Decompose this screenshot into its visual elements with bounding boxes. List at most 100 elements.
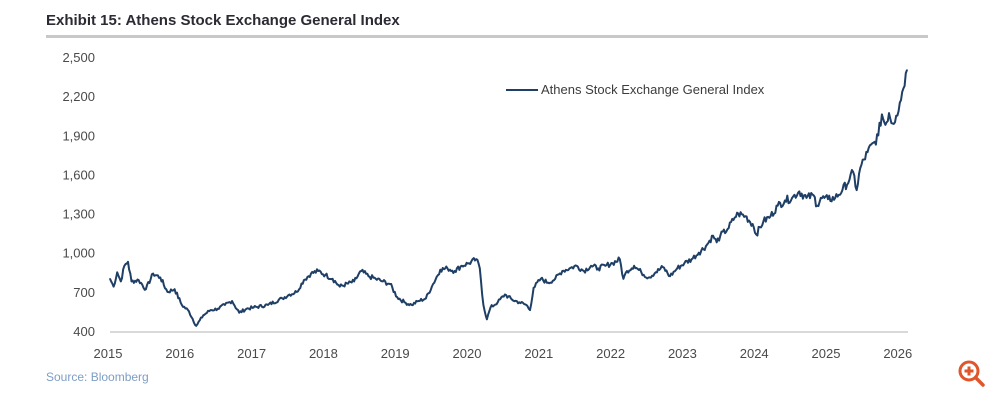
data-point xyxy=(575,265,578,267)
data-point xyxy=(744,215,747,217)
data-point xyxy=(827,198,829,200)
data-point xyxy=(317,270,320,272)
y-tick-label: 2,500 xyxy=(62,50,95,65)
data-point xyxy=(604,265,607,267)
legend-label: Athens Stock Exchange General Index xyxy=(541,82,765,97)
data-point xyxy=(504,293,506,296)
data-point xyxy=(619,258,621,261)
data-point xyxy=(389,283,391,285)
data-point xyxy=(852,171,854,173)
data-point xyxy=(112,285,115,288)
data-point xyxy=(676,267,678,270)
data-point xyxy=(152,272,154,275)
data-point xyxy=(881,113,883,116)
x-tick-label: 2017 xyxy=(237,346,266,361)
data-point xyxy=(403,301,406,304)
data-point xyxy=(884,124,887,126)
data-point xyxy=(698,251,700,254)
x-tick-label: 2023 xyxy=(668,346,697,361)
chart-title: Exhibit 15: Athens Stock Exchange Genera… xyxy=(46,12,400,29)
data-point xyxy=(561,270,564,272)
data-point xyxy=(633,265,635,267)
y-tick-label: 400 xyxy=(73,324,95,339)
data-point xyxy=(866,151,869,153)
data-point xyxy=(791,197,793,199)
data-point xyxy=(188,310,190,313)
series-line-athens-general-index xyxy=(109,69,908,327)
data-point xyxy=(245,308,248,310)
data-point xyxy=(159,276,162,279)
data-point xyxy=(532,287,535,289)
data-point xyxy=(848,178,851,181)
data-point xyxy=(877,134,880,137)
x-tick-label: 2016 xyxy=(165,346,194,361)
data-point xyxy=(310,272,312,275)
data-point xyxy=(116,271,118,274)
y-tick-label: 1,900 xyxy=(62,128,95,143)
data-point xyxy=(145,288,147,291)
x-tick-label: 2025 xyxy=(812,346,841,361)
y-tick-label: 1,000 xyxy=(62,246,95,261)
data-point xyxy=(439,268,442,271)
data-point xyxy=(737,212,740,215)
data-point xyxy=(895,114,897,117)
data-point xyxy=(166,291,169,293)
data-point xyxy=(762,220,765,223)
data-point xyxy=(181,304,183,306)
data-point xyxy=(410,304,413,306)
data-point xyxy=(461,265,463,267)
data-point xyxy=(339,285,341,288)
data-point xyxy=(888,112,890,114)
data-point xyxy=(295,291,298,293)
x-tick-label: 2015 xyxy=(94,346,123,361)
data-point xyxy=(489,306,492,309)
legend: Athens Stock Exchange General Index xyxy=(506,82,765,97)
data-point xyxy=(683,262,686,265)
y-tick-label: 1,300 xyxy=(62,207,95,222)
data-point xyxy=(353,280,355,283)
data-point xyxy=(726,228,729,230)
data-point xyxy=(518,301,521,304)
data-point xyxy=(267,304,269,306)
data-point xyxy=(547,281,549,284)
data-point xyxy=(529,309,531,311)
data-point xyxy=(891,122,894,125)
data-point xyxy=(751,223,754,225)
zoom-in-button[interactable] xyxy=(955,357,991,393)
data-point xyxy=(432,283,434,285)
data-point xyxy=(252,306,255,309)
data-point xyxy=(123,265,126,267)
data-point xyxy=(776,204,779,207)
x-tick-label: 2021 xyxy=(524,346,553,361)
data-point xyxy=(784,199,786,202)
data-point xyxy=(417,300,420,302)
data-point xyxy=(511,298,513,301)
data-point xyxy=(137,279,140,281)
data-point xyxy=(855,189,858,191)
x-tick-label: 2019 xyxy=(381,346,410,361)
x-tick-label: 2026 xyxy=(883,346,912,361)
data-point xyxy=(690,258,693,261)
x-tick-label: 2020 xyxy=(453,346,482,361)
data-point xyxy=(496,301,499,304)
data-point xyxy=(834,197,836,199)
data-point xyxy=(360,270,363,272)
data-point xyxy=(583,270,585,272)
data-point xyxy=(468,262,470,265)
data-point xyxy=(733,216,736,219)
data-point xyxy=(899,101,901,104)
data-point xyxy=(127,261,129,263)
zoom-in-icon xyxy=(958,360,985,387)
data-point xyxy=(554,278,556,280)
x-tick-label: 2024 xyxy=(740,346,769,361)
data-point xyxy=(446,267,449,270)
data-point xyxy=(755,233,757,236)
data-point xyxy=(120,280,122,283)
data-point xyxy=(816,204,818,207)
data-point xyxy=(475,258,478,261)
data-point xyxy=(224,304,226,306)
data-point xyxy=(647,276,650,279)
data-point xyxy=(331,278,334,280)
data-point xyxy=(453,270,456,272)
data-point xyxy=(173,288,176,291)
